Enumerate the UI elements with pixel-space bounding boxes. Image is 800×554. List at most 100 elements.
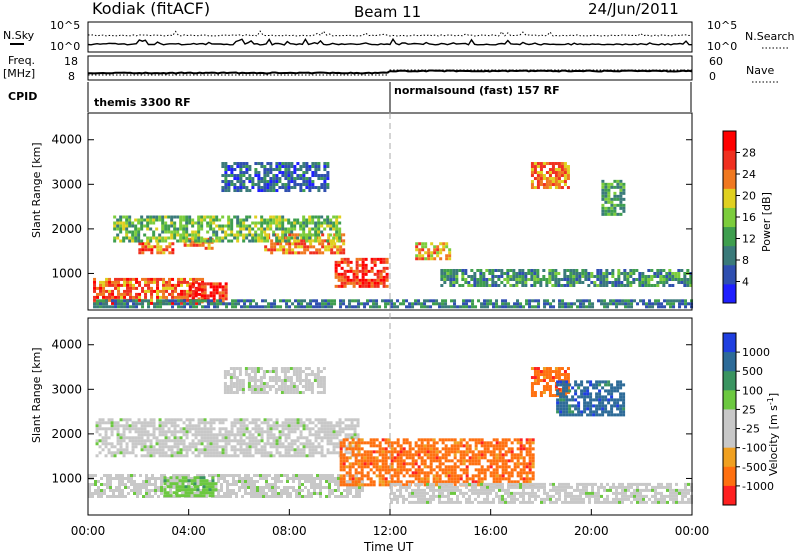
heatmap-cell [417,497,420,501]
heatmap-cell [141,248,145,252]
heatmap-cell [452,271,456,275]
heatmap-cell [105,277,109,281]
heatmap-cell [290,448,294,452]
heatmap-cell [414,462,418,466]
heatmap-cell [197,230,201,234]
heatmap-cell [441,456,445,460]
heatmap-cell [350,433,354,437]
heatmap-cell [352,278,356,282]
heatmap-cell [122,221,126,225]
heatmap-cell [343,488,346,492]
heatmap-cell [162,283,166,287]
heatmap-cell [390,302,394,306]
heatmap-cell [248,177,252,181]
heatmap-cell [132,283,136,287]
heatmap-cell [465,474,469,478]
heatmap-cell [227,436,231,440]
heatmap-cell [257,162,261,166]
heatmap-cell [181,485,185,489]
heatmap-cell [530,168,534,172]
heatmap-cell [453,453,457,457]
heatmap-cell [224,294,228,298]
heatmap-cell [474,453,478,457]
heatmap-cell [548,274,552,278]
heatmap-cell [486,441,490,445]
heatmap-cell [657,302,661,306]
heatmap-cell [149,221,153,225]
heatmap-cell [215,239,219,243]
heatmap-cell [504,450,508,454]
heatmap-cell [326,424,330,428]
heatmap-cell [513,462,517,466]
heatmap-cell [582,500,585,504]
heatmap-cell [259,485,262,489]
heatmap-cell [536,268,540,272]
heatmap-cell [483,444,487,448]
heatmap-cell [350,421,354,425]
heatmap-cell [534,494,537,498]
heatmap-cell [528,459,532,463]
heatmap-cell [566,174,570,178]
heatmap-cell [402,447,406,451]
heatmap-cell [539,183,543,187]
heatmap-cell [197,285,201,289]
heatmap-cell [250,482,253,486]
heatmap-cell [579,497,582,501]
heatmap-cell [339,450,343,454]
heatmap-cell [135,280,139,284]
heatmap-cell [307,479,310,483]
heatmap-cell [161,430,165,434]
heatmap-cell [203,436,207,440]
heatmap-cell [200,239,204,243]
heatmap-cell [164,215,168,219]
heatmap-cell [183,295,187,299]
heatmap-cell [308,454,312,458]
heatmap-cell [227,180,231,184]
heatmap-cell [619,212,623,216]
heatmap-cell [305,445,309,449]
heatmap-cell [575,268,579,272]
heatmap-cell [215,454,219,458]
heatmap-cell [306,248,310,252]
heatmap-cell [471,477,475,481]
heatmap-cell [158,448,162,452]
heatmap-cell [257,448,261,452]
heatmap-cell [236,189,240,193]
heatmap-cell [650,277,654,281]
heatmap-cell [361,269,365,273]
heatmap-cell [465,500,468,504]
heatmap-cell [182,442,186,446]
heatmap-cell [100,488,103,492]
heatmap-cell [613,194,617,198]
heatmap-cell [281,239,285,243]
heatmap-cell [214,488,218,492]
heatmap-cell [118,473,121,477]
heatmap-cell [284,451,288,455]
heatmap-cell [687,302,691,306]
heatmap-cell [298,485,301,489]
heatmap-cell [272,189,276,193]
heatmap-cell [246,305,250,309]
heatmap-cell [97,494,100,498]
heatmap-cell [344,436,348,440]
heatmap-cell [533,162,537,166]
heatmap-cell [369,477,373,481]
heatmap-cell [473,277,477,281]
heatmap-cell [357,453,361,457]
heatmap-cell [528,305,532,309]
heatmap-cell [399,456,403,460]
heatmap-cell [134,424,138,428]
heatmap-cell [352,275,356,279]
heatmap-cell [390,497,393,501]
heatmap-cell [257,427,261,431]
heatmap-cell [101,436,105,440]
heatmap-cell [161,451,165,455]
cpid-segment-1: themis 3300 RF [94,96,191,109]
heatmap-cell [270,302,274,306]
heatmap-cell [110,427,114,431]
heatmap-cell [385,266,389,270]
heatmap-cell [230,168,234,172]
heatmap-cell [105,295,109,299]
heatmap-cell [375,302,379,306]
heatmap-cell [275,218,279,222]
